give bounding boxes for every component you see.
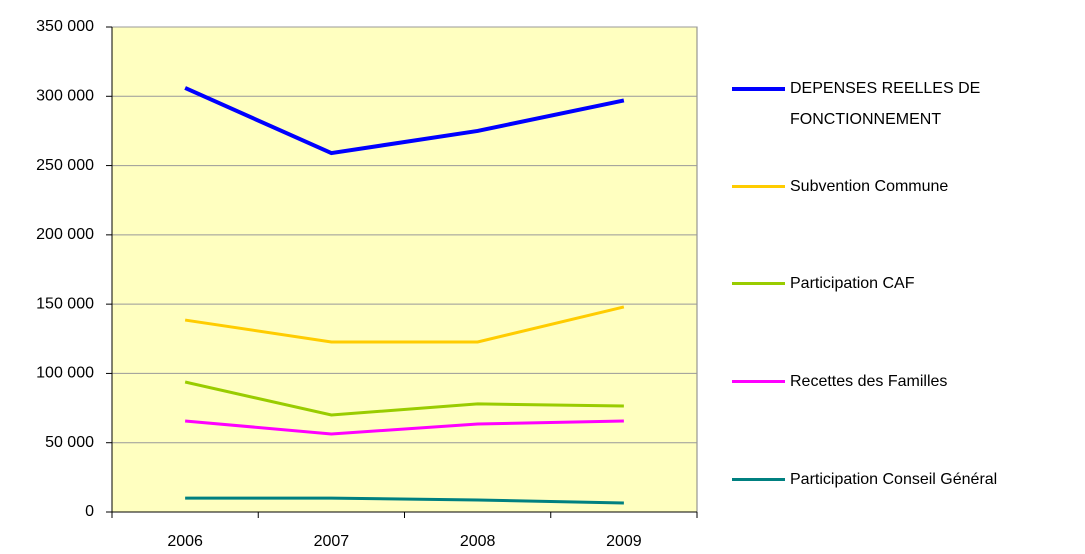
legend-item: DEPENSES REELLES DE FONCTIONNEMENT: [732, 73, 1025, 135]
series-line: [184, 305, 625, 344]
legend-item: Participation CAF: [732, 268, 1025, 299]
y-tick-label: 0: [85, 503, 94, 520]
legend-swatch: [732, 185, 785, 188]
x-tick-label: 2007: [314, 533, 350, 550]
legend-label: DEPENSES REELLES DE FONCTIONNEMENT: [790, 80, 981, 128]
series-line: [184, 419, 624, 436]
legend-swatch: [732, 282, 785, 285]
legend-swatch: [732, 87, 785, 91]
series-line: [185, 496, 624, 505]
legend-item: Recettes des Familles: [732, 366, 1025, 397]
legend-item: Subvention Commune: [732, 171, 1025, 202]
y-tick-label: 200 000: [36, 226, 94, 243]
legend-swatch: [732, 478, 785, 481]
legend-label: Recettes des Familles: [790, 373, 948, 390]
y-tick-label: 300 000: [36, 88, 94, 105]
y-tick-label: 250 000: [36, 157, 94, 174]
x-tick-label: 2008: [460, 533, 496, 550]
x-tick-label: 2009: [606, 533, 642, 550]
series-line: [184, 380, 624, 417]
legend-item: Participation Conseil Général: [732, 464, 1025, 495]
y-tick-label: 100 000: [36, 365, 94, 382]
y-tick-label: 50 000: [45, 434, 94, 451]
y-tick-label: 350 000: [36, 18, 94, 35]
x-tick-label: 2006: [167, 533, 203, 550]
legend-swatch: [732, 380, 785, 383]
legend-label: Subvention Commune: [790, 178, 949, 195]
legend-label: Participation CAF: [790, 275, 915, 292]
y-tick-label: 150 000: [36, 295, 94, 312]
series-line: [184, 86, 625, 156]
plot-area: [111, 26, 698, 513]
legend-label: Participation Conseil Général: [790, 471, 998, 488]
